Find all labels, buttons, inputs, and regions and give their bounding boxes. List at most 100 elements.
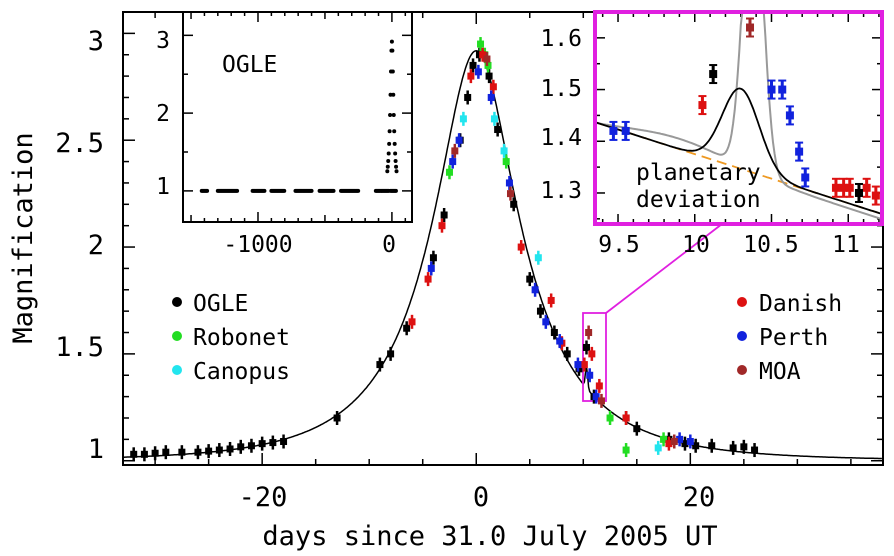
- ogle-x-tick-label: 0: [382, 232, 396, 258]
- zoom-data-point-ogle: [854, 188, 863, 197]
- zoom-annotation-line-2: deviation: [636, 187, 761, 213]
- data-point-canopus: [534, 254, 542, 262]
- data-point-ogle: [729, 444, 737, 452]
- data-point-ogle: [194, 448, 202, 456]
- data-point-moa: [585, 329, 593, 337]
- data-point-ogle: [692, 442, 700, 450]
- data-point-ogle: [215, 446, 223, 454]
- ogle-inset: OGLE 1 2 3 -1000 0: [156, 11, 413, 258]
- data-point-danish: [517, 243, 525, 251]
- data-point-ogle: [440, 211, 448, 219]
- data-point-danish: [438, 222, 446, 230]
- data-point-perth: [592, 393, 600, 401]
- data-point-danish: [665, 440, 673, 448]
- legend-marker-canopus: [172, 365, 182, 375]
- ogle-point: [387, 141, 392, 146]
- data-point-danish: [489, 83, 497, 91]
- x-axis-label: days since 31.0 July 2005 UT: [262, 521, 717, 552]
- data-point-danish: [588, 350, 596, 358]
- data-point-ogle: [269, 439, 277, 447]
- data-point-perth: [474, 68, 482, 76]
- data-point-ogle: [403, 324, 411, 332]
- ogle-point: [393, 158, 398, 163]
- data-point-moa: [483, 55, 491, 63]
- zoom-x-tick-label: 10: [682, 232, 710, 258]
- data-point-robonet: [660, 435, 668, 443]
- data-point-ogle: [494, 126, 502, 134]
- zoom-data-point-perth: [778, 85, 787, 94]
- ogle-point: [388, 92, 393, 97]
- data-point-danish: [467, 72, 475, 80]
- data-point-ogle: [740, 443, 748, 451]
- data-point-ogle: [237, 443, 245, 451]
- data-point-perth: [676, 435, 684, 443]
- data-point-robonet: [606, 414, 614, 422]
- x-tick-label: -20: [239, 482, 288, 513]
- ogle-point: [309, 188, 314, 193]
- legend-marker-moa: [737, 365, 747, 375]
- data-point-danish: [479, 51, 487, 59]
- data-point-perth: [455, 136, 463, 144]
- data-point-ogle: [550, 329, 558, 337]
- planetary-model-curve: [594, 87, 883, 215]
- ogle-y-tick-label: 3: [156, 28, 170, 54]
- data-point-canopus: [654, 444, 662, 452]
- legend-label-robonet: Robonet: [193, 325, 290, 351]
- ogle-point: [391, 113, 396, 118]
- legend-marker-danish: [737, 297, 747, 307]
- ogle-point: [392, 141, 397, 146]
- data-point-moa: [506, 190, 514, 198]
- data-point-ogle: [469, 61, 477, 69]
- ogle-point: [385, 169, 390, 174]
- zoom-inset: planetary deviation 1.3 1.4 1.5 1.6 9.5 …: [540, 10, 884, 258]
- ogle-point: [331, 188, 336, 193]
- zoom-data-point-perth: [795, 147, 804, 156]
- data-point-ogle: [333, 414, 341, 422]
- data-point-danish: [622, 414, 630, 422]
- data-point-ogle: [708, 442, 716, 450]
- zoom-data-point-danish: [698, 101, 707, 110]
- main-data-points: [130, 37, 759, 462]
- ogle-x-tick-label: -1000: [223, 232, 292, 258]
- y-tick-label: 1.5: [55, 332, 104, 363]
- zoom-x-tick-label: 10.5: [743, 232, 798, 258]
- data-point-ogle: [681, 440, 689, 448]
- ogle-point: [392, 129, 397, 134]
- data-point-perth: [449, 158, 457, 166]
- data-point-danish: [424, 275, 432, 283]
- data-point-perth: [505, 179, 513, 187]
- ogle-point: [390, 48, 395, 53]
- ogle-y-tick-label: 1: [156, 174, 170, 200]
- data-point-ogle: [582, 343, 590, 351]
- data-point-ogle: [485, 72, 493, 80]
- data-point-perth: [686, 437, 694, 445]
- zoom-y-tick-label: 1.6: [540, 26, 582, 52]
- data-point-ogle: [226, 445, 234, 453]
- zoom-annotation-line-1: planetary: [636, 160, 761, 186]
- legend: OGLE Robonet Canopus Danish Perth MOA: [172, 291, 842, 385]
- ogle-point: [389, 39, 394, 44]
- data-point-perth: [574, 361, 582, 369]
- data-point-ogle: [510, 200, 518, 208]
- legend-label-moa: MOA: [759, 359, 801, 385]
- zoom-data-point-danish: [862, 183, 871, 192]
- ogle-point: [385, 164, 390, 169]
- ogle-point: [391, 92, 396, 97]
- data-point-danish: [408, 318, 416, 326]
- y-tick-label: 1: [88, 434, 104, 465]
- main-plot-frame: [122, 11, 884, 466]
- main-plot: -20 0 20 1 1.5 2 2.5 3 days since 31.0 J…: [8, 11, 884, 552]
- ogle-point: [386, 158, 391, 163]
- data-point-ogle: [526, 275, 534, 283]
- zoom-y-tick-label: 1.3: [540, 178, 582, 204]
- legend-label-ogle: OGLE: [193, 291, 248, 317]
- ogle-point: [262, 188, 267, 193]
- data-point-ogle: [280, 437, 288, 445]
- zoom-data-point-perth: [621, 126, 630, 135]
- data-point-ogle: [751, 446, 759, 454]
- data-point-danish: [595, 382, 603, 390]
- ogle-point: [205, 188, 210, 193]
- data-point-ogle: [464, 93, 472, 101]
- data-point-perth: [427, 264, 435, 272]
